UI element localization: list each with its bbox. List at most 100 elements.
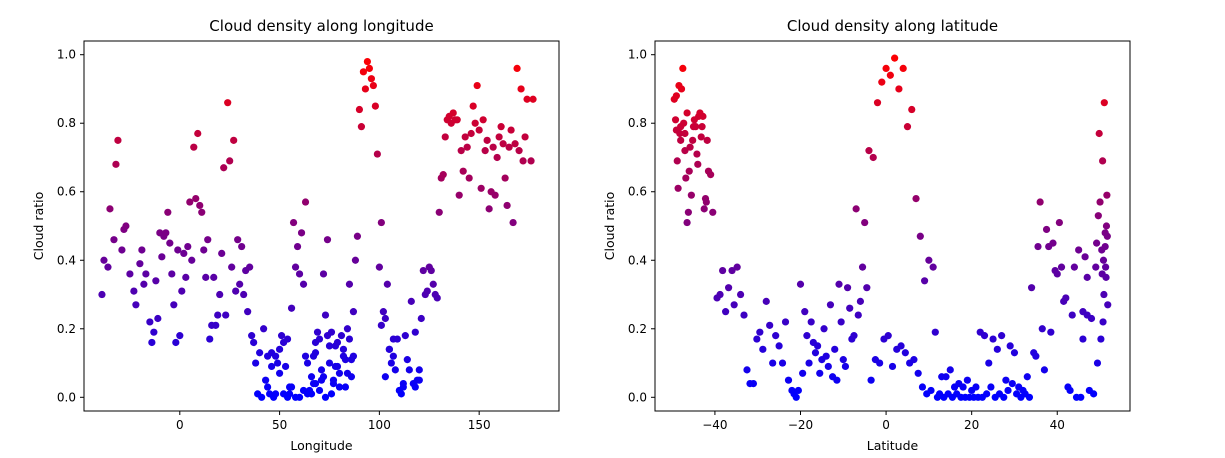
data-point [1055,218,1063,227]
data-point [315,335,324,343]
data-point [349,308,358,316]
data-point [858,263,867,271]
data-point [333,338,342,347]
data-point [728,266,736,275]
data-point [501,174,509,182]
data-point [1040,366,1049,374]
data-point [1079,335,1087,343]
data-point [833,376,841,384]
data-point [307,373,316,381]
data-point [439,171,447,179]
data-point [703,136,711,144]
data-point [311,349,320,357]
data-point [523,95,531,103]
data-point [335,369,344,377]
data-point [146,318,154,326]
data-point [485,205,493,213]
data-point [473,81,481,90]
data-point [681,147,689,155]
x-tick-label: −40 [702,418,727,432]
data-point [297,229,306,237]
data-point [236,280,244,288]
data-point [475,126,483,134]
data-point [803,332,811,340]
data-point [401,332,409,340]
data-point [106,205,114,213]
data-point [807,318,815,326]
data-point [248,332,256,340]
axes-longitude: 0 50 100 150 0.0 0.2 0.4 0.6 0.8 1.0 [57,40,560,432]
data-point [963,376,971,384]
data-point [268,362,276,371]
data-point [778,359,787,367]
x-axis-label: Longitude [290,438,352,453]
data-point [493,153,501,162]
data-point [1000,393,1008,401]
data-point [1101,242,1109,251]
data-point [188,256,196,264]
data-point [681,129,689,138]
data-point [172,338,180,347]
data-point [805,359,813,367]
data-point [684,208,692,216]
data-point [238,242,246,251]
data-point [471,119,479,127]
data-point [929,263,937,271]
data-point [204,236,212,244]
data-point [343,369,352,377]
data-point [1038,325,1046,333]
data-point [317,366,326,374]
data-point [903,123,912,131]
data-point [865,147,873,155]
x-tick-label: 50 [272,418,287,432]
data-point [1083,273,1091,281]
data-point [210,273,218,281]
data-point [281,362,290,371]
data-point [1095,129,1103,138]
data-point [1047,328,1055,336]
data-point [839,356,847,364]
data-point [393,335,401,343]
data-point [942,373,950,381]
plot-frame [654,40,1131,412]
longitude-chart: Cloud density along longitude 0 50 100 1500… [31,17,560,453]
data-point [1102,222,1111,230]
data-point [1057,263,1066,271]
data-point [110,236,118,244]
data-point [895,85,903,93]
data-point [507,126,515,134]
data-point [190,143,198,151]
data-point [377,321,385,329]
y-tick-label: 0.2 [57,322,76,336]
data-point [202,273,210,281]
data-point [1042,225,1051,234]
data-point [457,147,465,155]
data-point [927,386,935,395]
data-point [850,332,858,340]
y-tick-label: 1.0 [628,48,647,62]
data-point [1094,212,1102,220]
data-point [1098,270,1106,278]
data-point [1070,263,1078,271]
x-tick-label: 0 [882,418,890,432]
data-point [166,239,174,247]
data-point [325,342,334,350]
data-point [1100,99,1108,107]
data-point [1025,393,1034,401]
data-point [899,64,907,73]
data-point [519,157,527,165]
data-point [854,311,862,319]
data-point [784,376,793,384]
data-point [878,78,886,86]
data-point [383,280,391,288]
data-point [725,284,733,292]
data-point [365,64,373,73]
data-point [303,359,312,367]
data-point [843,284,852,292]
y-tick-label: 0.4 [57,253,76,267]
data-point [677,136,685,144]
data-point [918,383,927,391]
data-point [481,147,489,155]
data-point [781,318,790,326]
data-point [693,150,701,158]
